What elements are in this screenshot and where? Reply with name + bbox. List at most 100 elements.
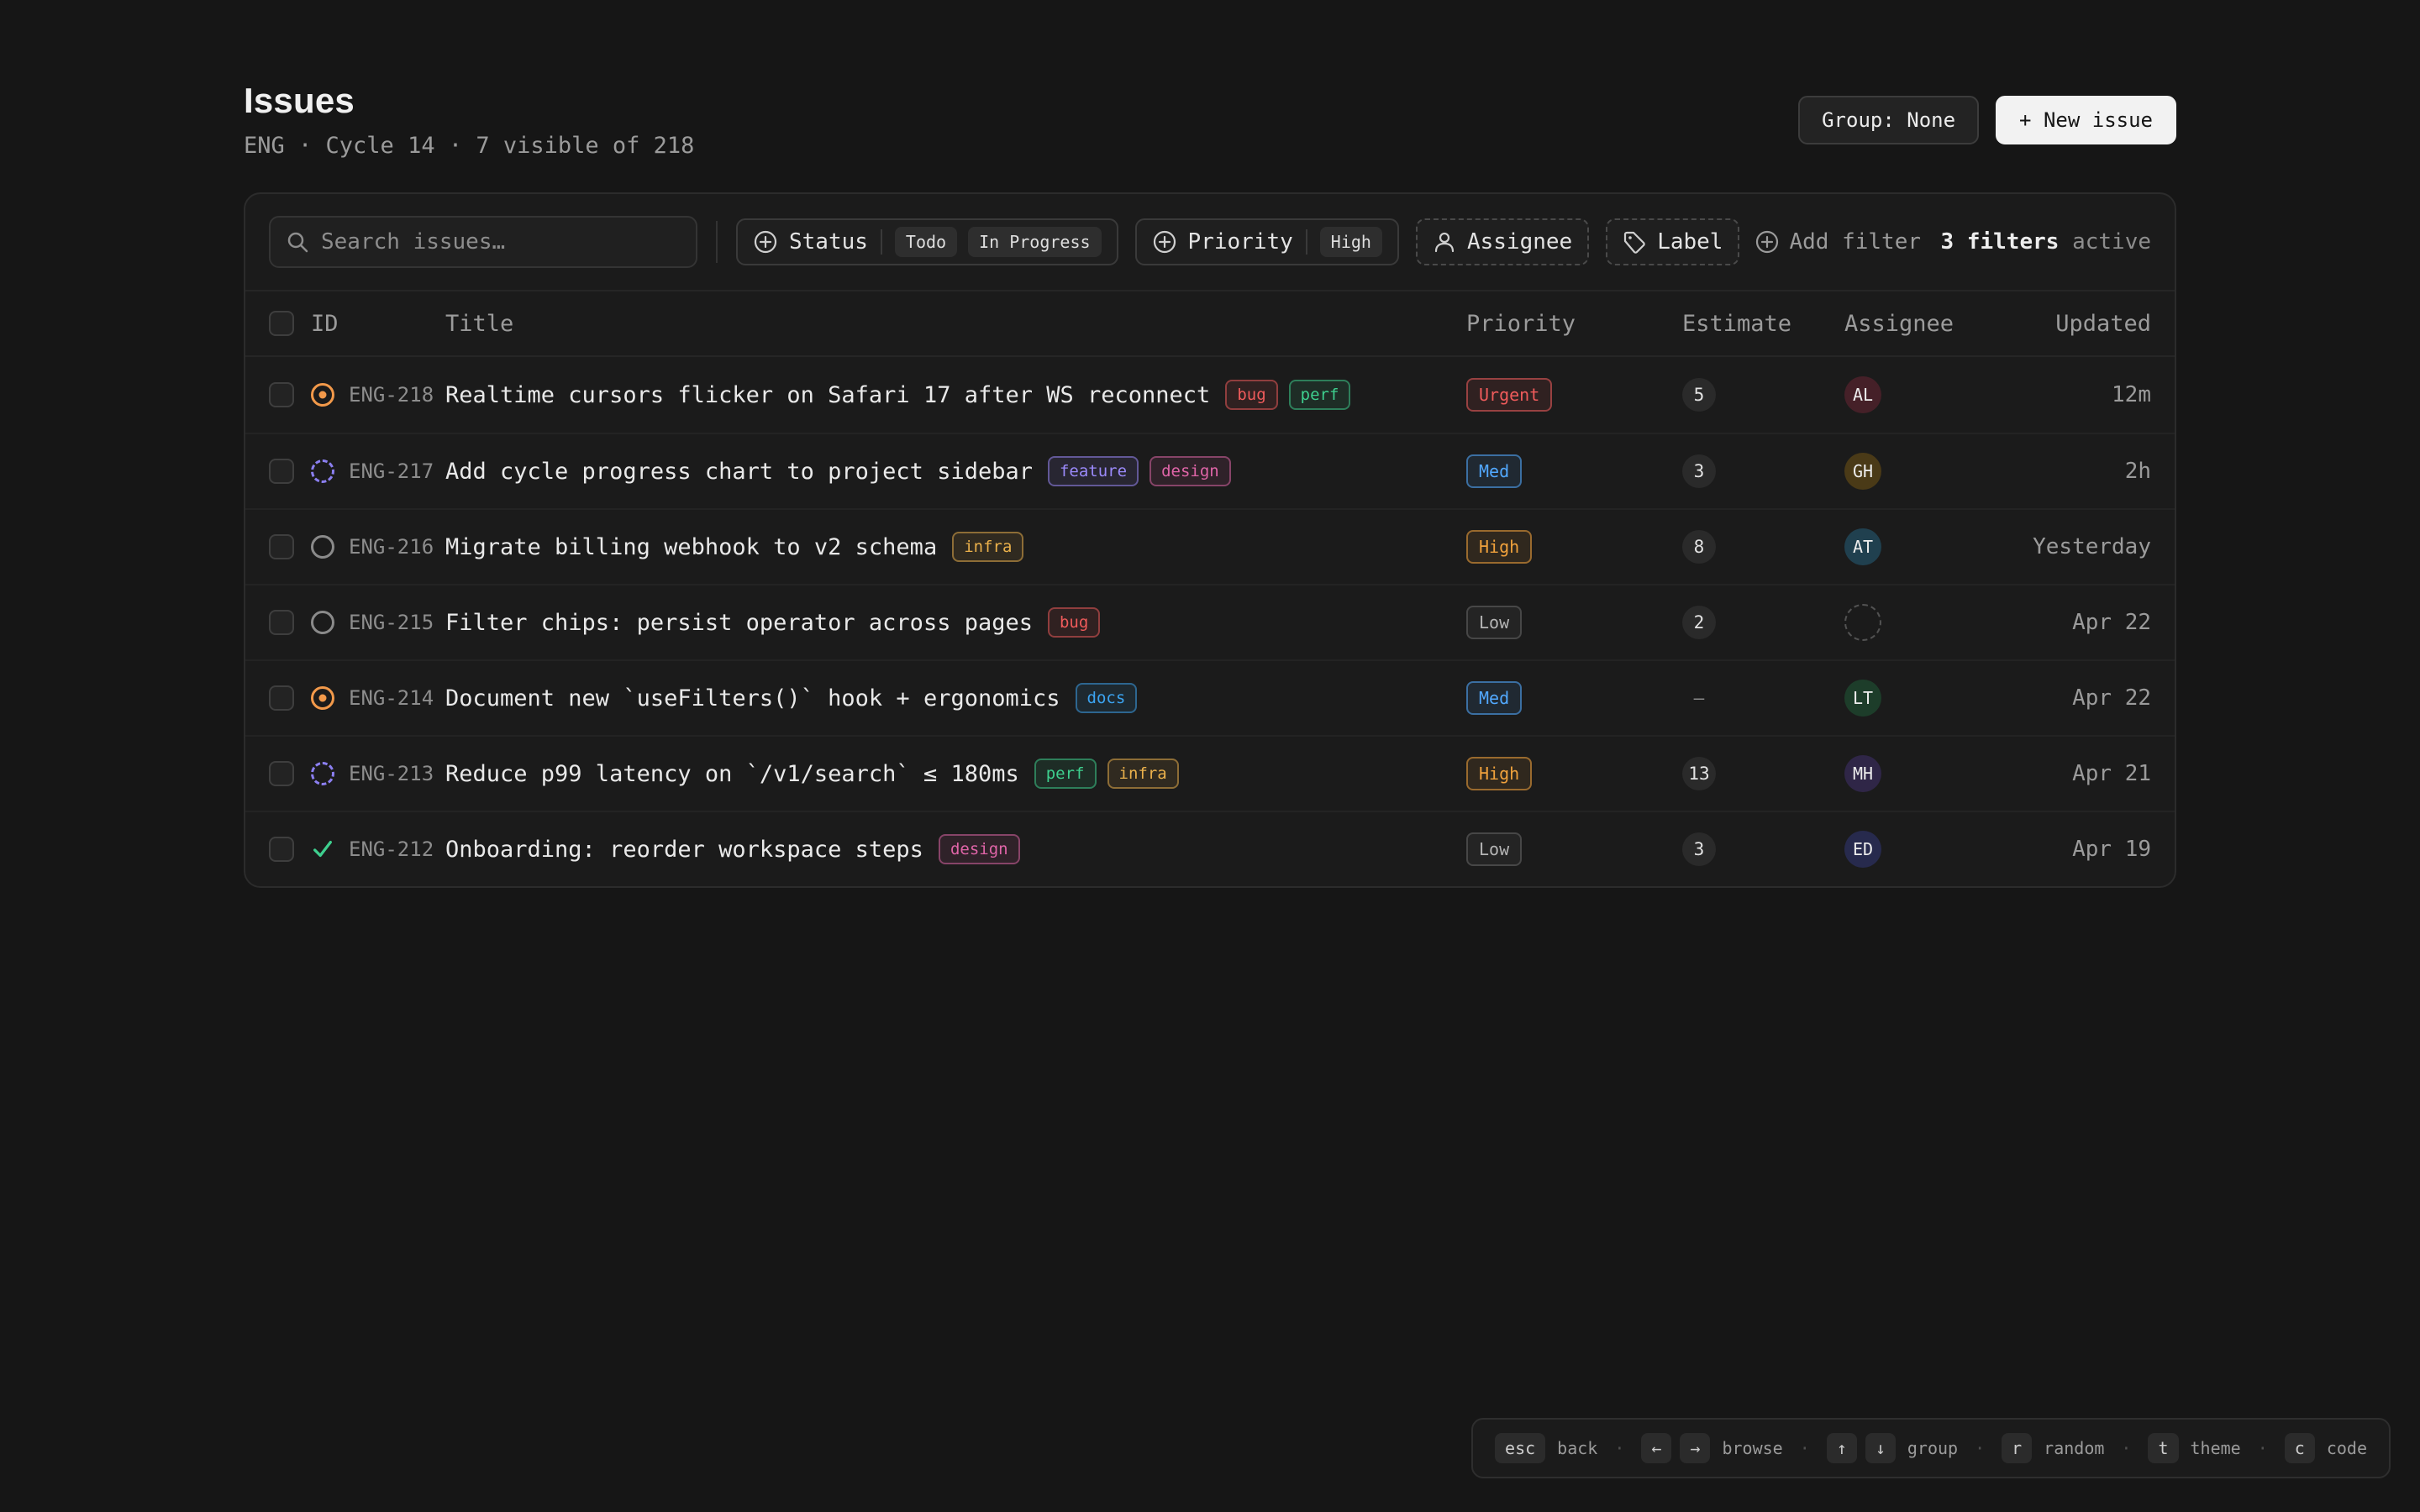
label-tag-docs: docs [1076, 683, 1138, 713]
priority-badge: High [1466, 530, 1532, 564]
issue-id: ENG-212 [349, 837, 445, 861]
row-checkbox[interactable] [269, 610, 294, 635]
plus-circle-icon [1754, 229, 1780, 255]
priority-badge: High [1466, 757, 1532, 790]
active-filter-count: 3 filters active [1941, 229, 2151, 255]
column-header-priority: Priority [1466, 311, 1682, 337]
filter-value-chip[interactable]: High [1320, 227, 1382, 257]
table-header-row: ID Title Priority Estimate Assignee Upda… [245, 290, 2175, 357]
shortcut-theme: ttheme [2148, 1433, 2240, 1463]
issue-row[interactable]: ENG-215 Filter chips: persist operator a… [245, 584, 2175, 659]
shortcut-label: back [1557, 1438, 1597, 1458]
assignee-avatar: LT [1844, 680, 1881, 717]
status-in-progress-icon[interactable] [311, 383, 334, 407]
page-heading: Issues ENG · Cycle 14 · 7 visible of 218 [244, 81, 694, 159]
status-todo-icon[interactable] [311, 611, 334, 634]
key-r: r [2002, 1433, 2032, 1463]
shortcut-random: rrandom [2002, 1433, 2104, 1463]
row-checkbox[interactable] [269, 382, 294, 407]
priority-badge: Urgent [1466, 378, 1552, 412]
estimate-badge: 13 [1682, 757, 1716, 790]
row-checkbox[interactable] [269, 459, 294, 484]
issue-labels: perfinfra [1034, 759, 1179, 789]
issue-row[interactable]: ENG-216 Migrate billing webhook to v2 sc… [245, 508, 2175, 584]
assignee-avatar-unassigned [1844, 604, 1881, 641]
issue-list: ENG-218 Realtime cursors flicker on Safa… [245, 357, 2175, 886]
issue-id: ENG-215 [349, 611, 445, 634]
column-header-id: ID [311, 311, 349, 337]
issue-title: Onboarding: reorder workspace steps [445, 837, 923, 863]
new-issue-button[interactable]: + New issue [1996, 96, 2176, 144]
column-header-updated: Updated [1962, 311, 2151, 337]
status-done-icon[interactable] [311, 837, 334, 861]
shortcut-code: ccode [2285, 1433, 2367, 1463]
priority-badge: Med [1466, 681, 1522, 715]
updated-timestamp: Apr 22 [1962, 610, 2151, 635]
assignee-avatar: MH [1844, 755, 1881, 792]
issue-row[interactable]: ENG-213 Reduce p99 latency on `/v1/searc… [245, 735, 2175, 811]
column-header-assignee: Assignee [1844, 311, 1962, 337]
label-tag-bug: bug [1048, 607, 1100, 638]
row-checkbox[interactable] [269, 837, 294, 862]
updated-timestamp: 12m [1962, 382, 2151, 407]
status-backlog-icon[interactable] [311, 459, 334, 483]
issue-title: Add cycle progress chart to project side… [445, 459, 1033, 485]
issue-labels: docs [1076, 683, 1138, 713]
label-tag-design: design [939, 834, 1020, 864]
issue-labels: infra [952, 532, 1023, 562]
label-tag-feature: feature [1048, 456, 1139, 486]
add-filter-button[interactable]: Add filter [1754, 229, 1921, 255]
row-checkbox[interactable] [269, 685, 294, 711]
add-filter-label: Add filter [1789, 229, 1921, 255]
issue-id: ENG-213 [349, 762, 445, 785]
group-by-button[interactable]: Group: None [1798, 96, 1979, 144]
issue-row[interactable]: ENG-212 Onboarding: reorder workspace st… [245, 811, 2175, 886]
filter-value-chip[interactable]: Todo [895, 227, 957, 257]
row-checkbox[interactable] [269, 761, 294, 786]
status-in-progress-icon[interactable] [311, 686, 334, 710]
key-↓: ↓ [1865, 1433, 1896, 1463]
issue-title: Reduce p99 latency on `/v1/search` ≤ 180… [445, 761, 1019, 787]
status-backlog-icon[interactable] [311, 762, 334, 785]
filter-toolbar: Search issues… StatusTodoIn ProgressPrio… [245, 194, 2175, 290]
shortcut-label: theme [2191, 1438, 2241, 1458]
shortcut-separator: · [2121, 1438, 2131, 1458]
select-all-checkbox[interactable] [269, 311, 294, 336]
search-icon [286, 230, 309, 254]
search-input[interactable]: Search issues… [269, 216, 697, 268]
filter-value-chip[interactable]: In Progress [968, 227, 1101, 257]
filter-chip-status[interactable]: StatusTodoIn Progress [736, 218, 1118, 265]
issue-row[interactable]: ENG-214 Document new `useFilters()` hook… [245, 659, 2175, 735]
filter-chip-label: Assignee [1467, 229, 1572, 255]
estimate-badge: 3 [1682, 832, 1716, 866]
filter-chip-priority[interactable]: PriorityHigh [1135, 218, 1399, 265]
issue-labels: feature design [1048, 456, 1231, 486]
row-checkbox[interactable] [269, 534, 294, 559]
issue-id: ENG-217 [349, 459, 445, 483]
issues-panel: Search issues… StatusTodoIn ProgressPrio… [244, 192, 2176, 888]
issue-row[interactable]: ENG-218 Realtime cursors flicker on Safa… [245, 357, 2175, 433]
plus-circle-icon [753, 229, 778, 255]
estimate-badge: 8 [1682, 530, 1716, 564]
key-t: t [2148, 1433, 2178, 1463]
label-tag-perf: perf [1289, 380, 1351, 410]
updated-timestamp: Apr 19 [1962, 837, 2151, 862]
issue-labels: bugperf [1225, 380, 1350, 410]
key-↑: ↑ [1827, 1433, 1857, 1463]
label-tag-bug: bug [1225, 380, 1277, 410]
plus-circle-icon [1152, 229, 1177, 255]
filter-chips: StatusTodoIn ProgressPriorityHighAssigne… [736, 218, 1739, 265]
key-c: c [2285, 1433, 2315, 1463]
updated-timestamp: Apr 22 [1962, 685, 2151, 711]
priority-badge: Low [1466, 606, 1522, 639]
issue-row[interactable]: ENG-217 Add cycle progress chart to proj… [245, 433, 2175, 508]
filter-chip-label[interactable]: Label [1606, 218, 1739, 265]
status-todo-icon[interactable] [311, 535, 334, 559]
priority-badge: Med [1466, 454, 1522, 488]
assignee-avatar: AL [1844, 376, 1881, 413]
label-tag-infra: infra [1107, 759, 1179, 789]
filter-chip-assignee[interactable]: Assignee [1416, 218, 1589, 265]
label-tag-design: design [1150, 456, 1231, 486]
keyboard-shortcuts-bar: escback·←→browse·↑↓group·rrandom·ttheme·… [1471, 1418, 2391, 1478]
active-filter-count-strong: 3 filters [1941, 229, 2060, 255]
